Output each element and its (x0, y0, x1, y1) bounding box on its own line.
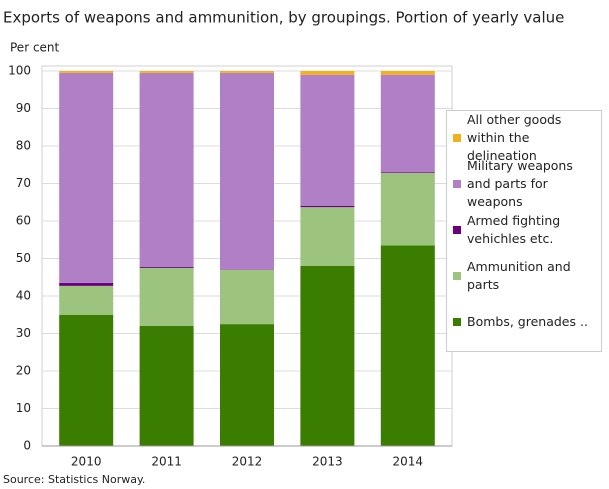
legend-label: Armed fighting vehichles etc. (467, 213, 561, 246)
bar-segment (300, 266, 355, 446)
y-tick-label: 100 (8, 64, 31, 78)
y-tick-label: 90 (16, 101, 31, 115)
bar-segment (300, 71, 355, 75)
bar-segment (380, 71, 435, 75)
bar-segment (220, 324, 274, 446)
bar-segment (380, 173, 435, 246)
bar-segment (300, 206, 355, 208)
bar-segment (59, 282, 114, 286)
legend-item: Bombs, grenades .. (453, 299, 597, 345)
legend-item: Military weapons and parts for weapons (453, 158, 597, 209)
legend-label: Ammunition and parts (467, 259, 571, 292)
bar-segment (380, 172, 435, 173)
legend-swatch (453, 272, 461, 280)
bar-segment (220, 269, 274, 325)
bar-segment (380, 245, 435, 446)
y-tick-label: 20 (16, 364, 31, 378)
bar-segment (59, 71, 114, 73)
bar-segment (59, 72, 114, 283)
y-tick-label: 30 (16, 326, 31, 340)
bar-segment (220, 72, 274, 270)
bar-segment (139, 72, 194, 267)
bar-segment (380, 74, 435, 173)
legend-swatch (453, 226, 461, 234)
legend: All other goods within the delineation Mi… (446, 110, 602, 352)
x-tick-label: 2010 (71, 455, 102, 469)
bar-segment (300, 74, 355, 206)
bar-segment (59, 314, 114, 446)
y-tick-label: 50 (16, 251, 31, 265)
legend-item: Ammunition and parts (453, 253, 597, 299)
bar-segment (220, 71, 274, 73)
bar-segment (139, 267, 194, 326)
y-axis-label: Per cent (10, 41, 60, 55)
y-tick-label: 10 (16, 401, 31, 415)
x-tick-label: 2012 (232, 455, 263, 469)
bar-segment (139, 71, 194, 73)
bar-segment (300, 207, 355, 266)
legend-label: All other goods within the delineation (467, 112, 562, 163)
legend-swatch (453, 318, 461, 326)
legend-label: Military weapons and parts for weapons (467, 158, 573, 209)
legend-item: All other goods within the delineation (453, 112, 597, 163)
y-tick-label: 40 (16, 289, 31, 303)
legend-label: Bombs, grenades .. (467, 314, 588, 329)
source: Source: Statistics Norway. (3, 473, 145, 486)
y-tick-label: 70 (16, 176, 31, 190)
x-tick-label: 2013 (312, 455, 343, 469)
bar-segment (139, 266, 194, 268)
y-tick-label: 60 (16, 214, 31, 228)
chart-title: Exports of weapons and ammunition, by gr… (3, 9, 564, 27)
legend-swatch (453, 180, 461, 188)
y-tick-label: 80 (16, 139, 31, 153)
bar-segment (139, 326, 194, 446)
y-tick-label: 0 (23, 439, 31, 453)
legend-item: Armed fighting vehichles etc. (453, 207, 597, 253)
legend-swatch (453, 134, 461, 142)
x-tick-label: 2011 (151, 455, 182, 469)
bar-segment (59, 285, 114, 315)
x-tick-label: 2014 (393, 455, 424, 469)
